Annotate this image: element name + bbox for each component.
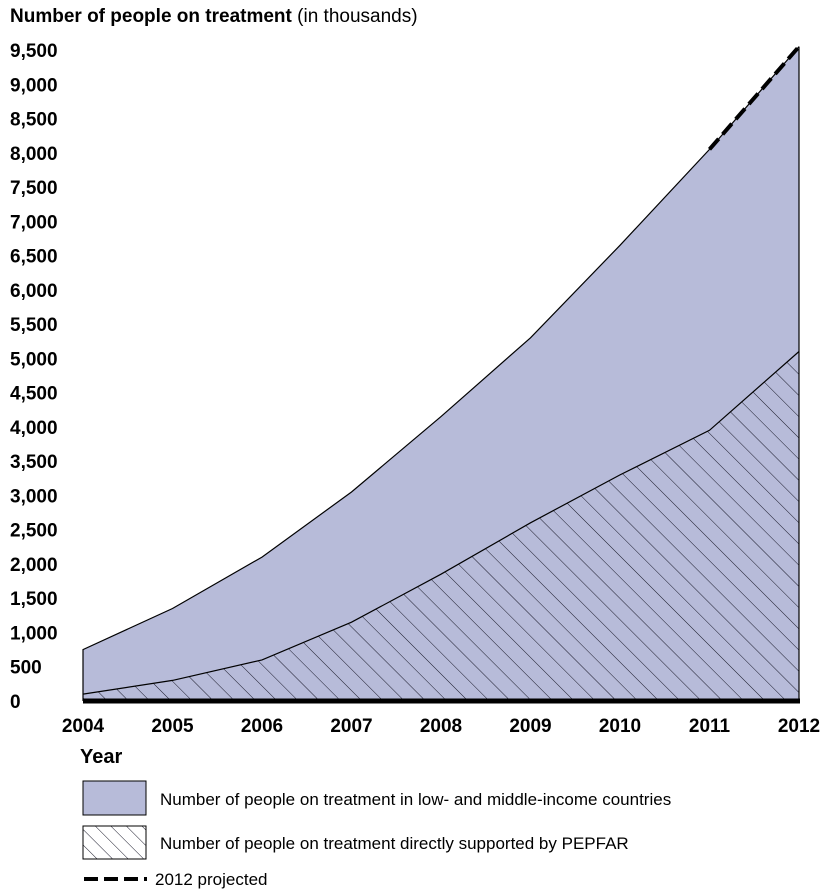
- projection-dashed-line: [707, 45, 801, 151]
- legend-label-pepfar: Number of people on treatment directly s…: [160, 834, 629, 853]
- y-tick-label: 4,500: [10, 384, 58, 405]
- y-tick-label: 5,000: [10, 349, 58, 370]
- x-tick-label: 2006: [241, 716, 283, 737]
- x-axis-label: Year: [80, 746, 122, 768]
- x-tick-label: 2010: [599, 716, 641, 737]
- y-tick-label: 9,500: [10, 41, 58, 62]
- y-tick-label: 500: [10, 658, 42, 679]
- y-tick-label: 3,500: [10, 452, 58, 473]
- y-tick-label: 8,000: [10, 144, 58, 165]
- legend-swatch-pepfar: [82, 825, 147, 860]
- chart-title-suffix: (in thousands): [297, 6, 418, 27]
- legend-item-pepfar: Number of people on treatment directly s…: [82, 825, 629, 860]
- legend-swatch-total: [82, 780, 147, 816]
- x-tick-label: 2005: [151, 716, 194, 737]
- x-tick-label: 2004: [62, 716, 105, 737]
- y-tick-label: 1,000: [10, 624, 58, 645]
- x-tick-label: 2008: [420, 716, 462, 737]
- line-total-treatment: [82, 46, 800, 701]
- line-pepfar-treatment: [82, 351, 800, 695]
- y-tick-label: 4,000: [10, 418, 58, 439]
- legend-label-total: Number of people on treatment in low- an…: [160, 790, 671, 809]
- y-tick-label: 1,500: [10, 589, 58, 610]
- y-tick-label: 7,000: [10, 212, 58, 233]
- legend-item-projected: 2012 projected: [84, 870, 267, 889]
- y-tick-label: 6,000: [10, 281, 58, 302]
- chart-title: Number of people on treatment (in thousa…: [10, 6, 418, 28]
- y-tick-label: 8,500: [10, 110, 58, 131]
- x-axis-ticks: 2004 2005 2006 2007 2008 2009 2010 2011 2012: [62, 716, 820, 737]
- y-tick-label: 3,000: [10, 486, 58, 507]
- legend-item-total: Number of people on treatment in low- an…: [82, 780, 671, 816]
- y-tick-label: 0: [10, 692, 21, 713]
- y-tick-label: 5,500: [10, 315, 58, 336]
- chart-title-main: Number of people on treatment: [10, 6, 292, 27]
- y-tick-label: 6,500: [10, 247, 58, 268]
- y-axis-ticks: 0 500 1,000 1,500 2,000 2,500 3,000 3,500 4,000 4…: [10, 41, 58, 713]
- plot-area: [82, 45, 801, 704]
- x-tick-label: 2011: [689, 716, 731, 737]
- y-tick-label: 7,500: [10, 178, 58, 199]
- x-tick-label: 2007: [330, 716, 372, 737]
- y-tick-label: 2,500: [10, 521, 58, 542]
- x-tick-label: 2012: [778, 716, 820, 737]
- area-pepfar-treatment: [83, 351, 799, 701]
- y-tick-label: 2,000: [10, 555, 58, 576]
- legend: Number of people on treatment in low- an…: [82, 780, 671, 889]
- x-tick-label: 2009: [509, 716, 551, 737]
- y-tick-label: 9,000: [10, 75, 58, 96]
- legend-label-projected: 2012 projected: [155, 870, 267, 889]
